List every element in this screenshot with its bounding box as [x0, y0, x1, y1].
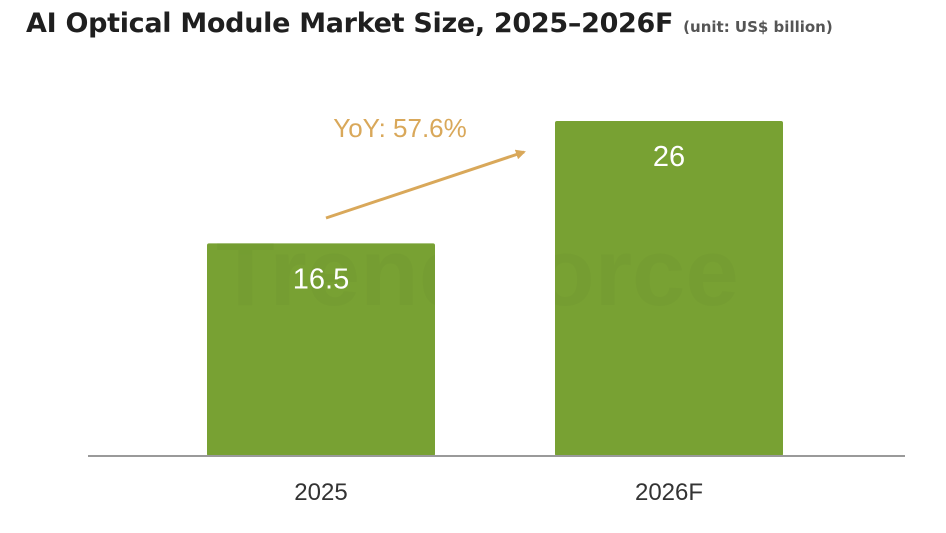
- bar-value-label: 26: [653, 141, 685, 173]
- x-tick-label: 2026F: [635, 479, 703, 506]
- chart-title-row: AI Optical Module Market Size, 2025–2026…: [26, 8, 833, 39]
- yoy-arrow: [325, 149, 526, 220]
- yoy-annotation-label: YoY: 57.6%: [333, 113, 467, 143]
- bar-2026f: [555, 121, 783, 456]
- chart-title: AI Optical Module Market Size, 2025–2026…: [26, 8, 674, 39]
- bar-2025: [207, 243, 435, 456]
- bar-value-label: 16.5: [293, 263, 349, 295]
- unit-note: (unit: US$ billion): [683, 18, 833, 36]
- x-tick-label: 2025: [294, 479, 347, 506]
